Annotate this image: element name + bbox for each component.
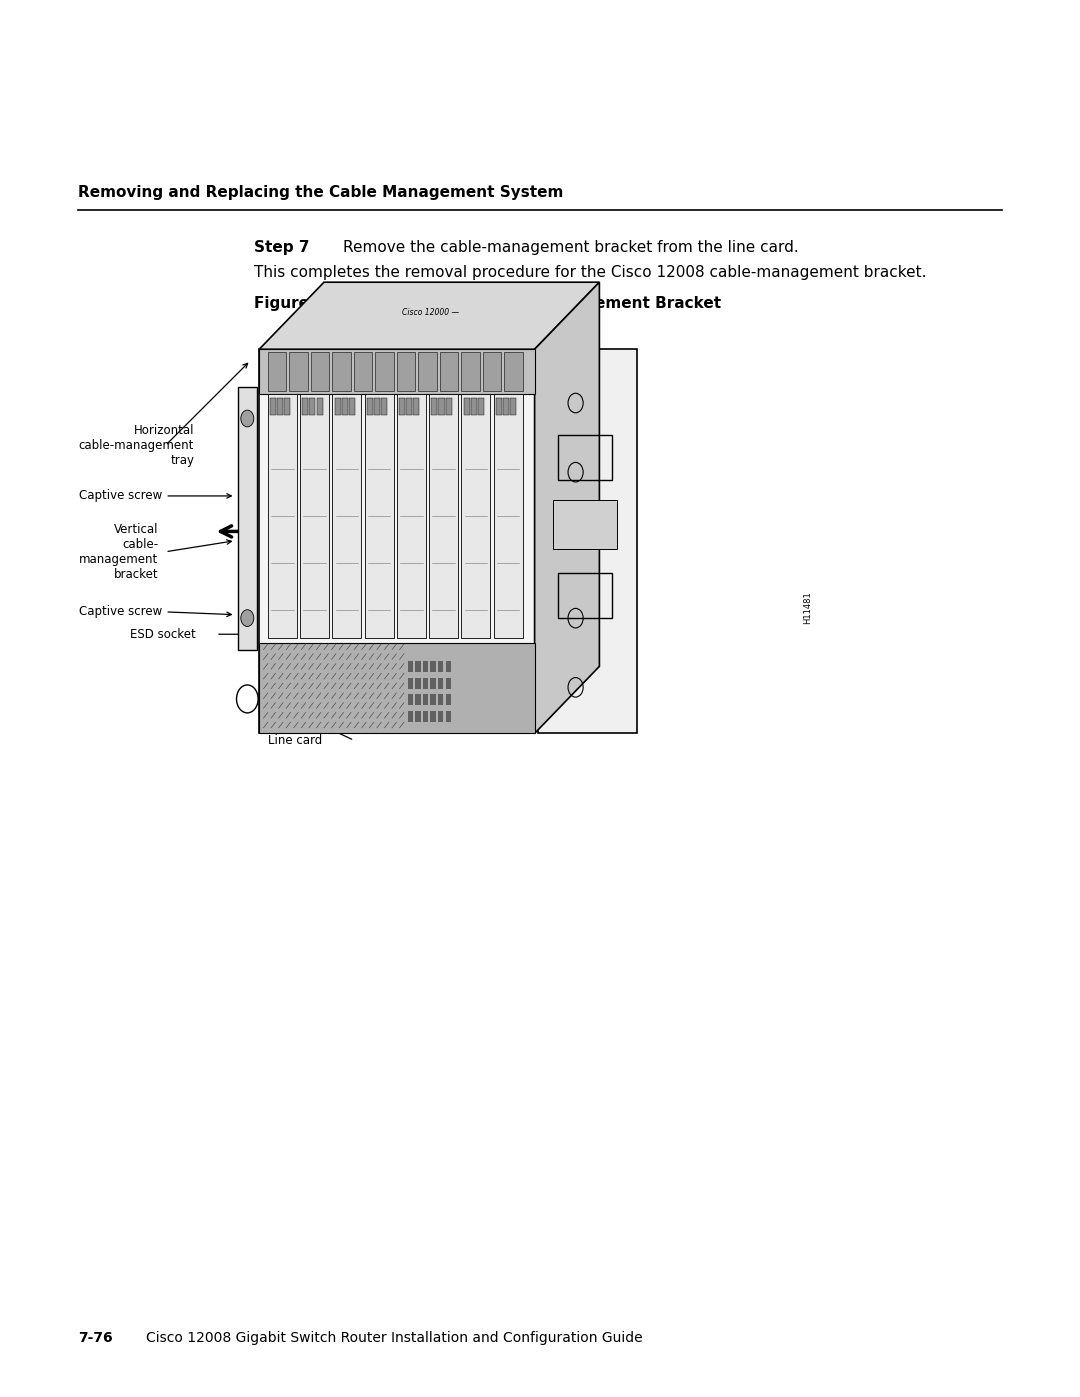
- Bar: [300, 394, 329, 638]
- Text: ESD socket: ESD socket: [130, 627, 195, 641]
- Bar: [333, 394, 362, 638]
- Bar: [440, 352, 458, 391]
- Bar: [418, 352, 436, 391]
- Text: H11481: H11481: [804, 591, 812, 624]
- Bar: [438, 678, 444, 689]
- Bar: [461, 394, 490, 638]
- Bar: [270, 398, 276, 415]
- Bar: [496, 398, 502, 415]
- Text: Cisco 12008 Gigabit Switch Router Installation and Configuration Guide: Cisco 12008 Gigabit Switch Router Instal…: [146, 1331, 643, 1345]
- Bar: [557, 436, 612, 481]
- Bar: [423, 694, 429, 705]
- Text: Captive screw: Captive screw: [79, 605, 162, 619]
- Bar: [400, 398, 405, 415]
- Text: Horizontal
cable-management
tray: Horizontal cable-management tray: [79, 425, 194, 467]
- Polygon shape: [259, 282, 599, 349]
- Circle shape: [241, 609, 254, 626]
- Bar: [367, 398, 373, 415]
- Bar: [335, 398, 340, 415]
- Bar: [423, 678, 429, 689]
- Bar: [374, 398, 380, 415]
- Bar: [414, 398, 419, 415]
- Bar: [431, 694, 436, 705]
- Bar: [446, 398, 451, 415]
- Bar: [238, 387, 257, 650]
- Bar: [381, 398, 388, 415]
- Bar: [309, 398, 315, 415]
- Bar: [510, 398, 516, 415]
- Bar: [354, 352, 373, 391]
- Bar: [483, 352, 501, 391]
- Bar: [438, 694, 444, 705]
- Bar: [431, 398, 437, 415]
- Bar: [438, 661, 444, 672]
- Bar: [557, 573, 612, 617]
- Bar: [416, 711, 421, 722]
- Bar: [471, 398, 477, 415]
- Text: 7-76: 7-76: [78, 1331, 112, 1345]
- Bar: [278, 398, 283, 415]
- Bar: [429, 394, 458, 638]
- Bar: [446, 661, 451, 672]
- Bar: [461, 352, 480, 391]
- Text: Removing the Cable-Management Bracket: Removing the Cable-Management Bracket: [359, 296, 720, 312]
- Text: Line card: Line card: [268, 733, 322, 747]
- Bar: [504, 352, 523, 391]
- Bar: [408, 678, 414, 689]
- Bar: [431, 661, 436, 672]
- Bar: [553, 500, 618, 549]
- Text: Step 7: Step 7: [254, 240, 309, 256]
- Bar: [349, 398, 355, 415]
- Text: Figure 7-27: Figure 7-27: [254, 296, 352, 312]
- Bar: [341, 398, 348, 415]
- Text: Captive screw: Captive screw: [79, 489, 162, 503]
- Bar: [431, 678, 436, 689]
- Bar: [408, 711, 414, 722]
- Bar: [463, 398, 470, 415]
- Bar: [416, 694, 421, 705]
- Bar: [423, 711, 429, 722]
- Bar: [397, 352, 416, 391]
- Bar: [423, 661, 429, 672]
- Circle shape: [241, 411, 254, 427]
- Polygon shape: [535, 282, 599, 733]
- Bar: [446, 694, 451, 705]
- Bar: [494, 394, 523, 638]
- Polygon shape: [259, 349, 535, 733]
- Bar: [397, 394, 426, 638]
- Text: Remove the cable-management bracket from the line card.: Remove the cable-management bracket from…: [343, 240, 799, 256]
- Bar: [446, 711, 451, 722]
- Bar: [406, 398, 413, 415]
- Text: Vertical
cable-
management
bracket: Vertical cable- management bracket: [79, 522, 158, 581]
- Bar: [259, 349, 535, 394]
- Bar: [538, 349, 637, 733]
- Bar: [302, 398, 309, 415]
- Bar: [259, 643, 535, 733]
- Bar: [477, 398, 484, 415]
- Text: Cisco 12000 —: Cisco 12000 —: [402, 307, 459, 317]
- Bar: [438, 398, 445, 415]
- Bar: [268, 352, 286, 391]
- Bar: [289, 352, 308, 391]
- Bar: [408, 661, 414, 672]
- Bar: [438, 711, 444, 722]
- Bar: [268, 394, 297, 638]
- Bar: [376, 352, 394, 391]
- Bar: [284, 398, 291, 415]
- Bar: [416, 678, 421, 689]
- Text: This completes the removal procedure for the Cisco 12008 cable-management bracke: This completes the removal procedure for…: [254, 265, 927, 281]
- Bar: [316, 398, 323, 415]
- Bar: [446, 678, 451, 689]
- Bar: [333, 352, 351, 391]
- Bar: [503, 398, 509, 415]
- Bar: [365, 394, 393, 638]
- Bar: [416, 661, 421, 672]
- Bar: [311, 352, 329, 391]
- Bar: [408, 694, 414, 705]
- Text: Removing and Replacing the Cable Management System: Removing and Replacing the Cable Managem…: [78, 184, 563, 200]
- Bar: [431, 711, 436, 722]
